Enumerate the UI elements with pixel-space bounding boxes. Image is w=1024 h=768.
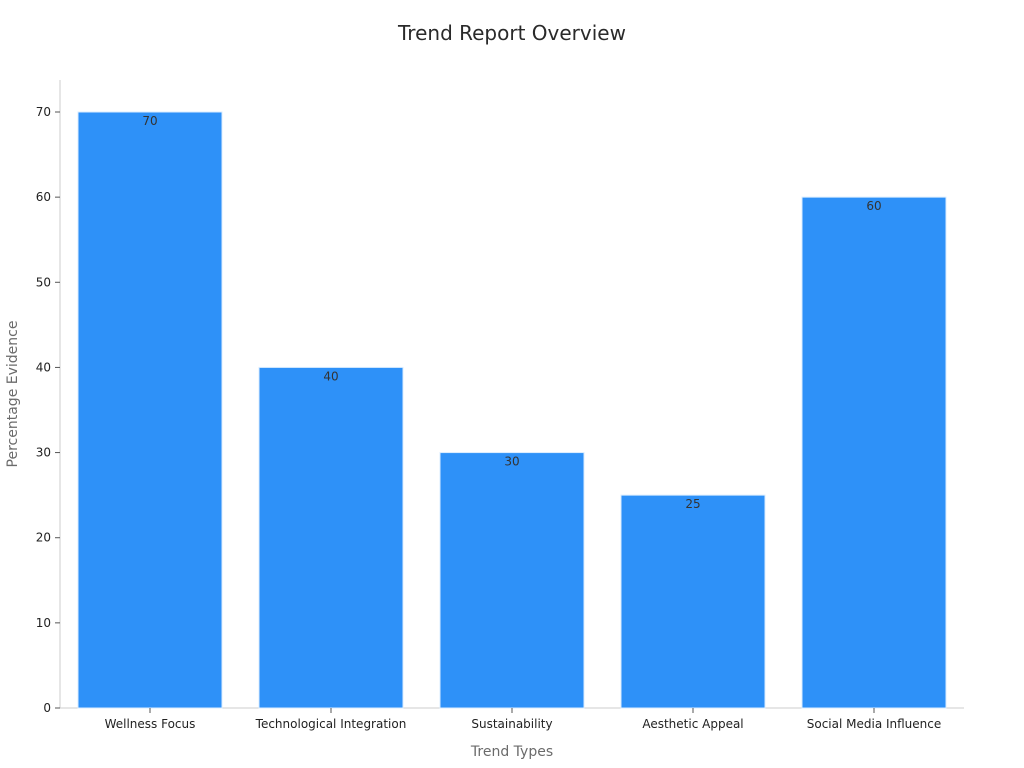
x-tick-label: Social Media Influence xyxy=(807,717,942,731)
y-tick-label: 30 xyxy=(36,446,51,460)
bar-value-label: 60 xyxy=(866,199,881,213)
bar xyxy=(439,452,585,709)
bar-value-label: 70 xyxy=(142,114,157,128)
x-tick-label: Technological Integration xyxy=(255,717,407,731)
x-ticks-group: Wellness Focus Technological Integration S… xyxy=(105,708,942,731)
bar xyxy=(620,494,766,709)
bar-value-label: 30 xyxy=(504,455,519,469)
chart-title: Trend Report Overview xyxy=(397,21,626,45)
bars-group: 70 40 30 25 60 xyxy=(77,111,947,709)
x-axis-label: Trend Types xyxy=(470,744,553,760)
x-tick-label: Sustainability xyxy=(471,717,552,731)
x-tick-label: Wellness Focus xyxy=(105,717,196,731)
y-ticks-group: 0 10 20 30 40 50 60 70 xyxy=(36,105,60,715)
y-tick-label: 20 xyxy=(36,531,51,545)
bar-value-label: 25 xyxy=(685,497,700,511)
bar xyxy=(77,111,223,709)
y-tick-label: 40 xyxy=(36,360,51,374)
y-tick-label: 60 xyxy=(36,190,51,204)
bar xyxy=(258,366,404,709)
y-tick-label: 50 xyxy=(36,275,51,289)
y-tick-label: 0 xyxy=(43,701,51,715)
y-tick-label: 70 xyxy=(36,105,51,119)
y-axis-label: Percentage Evidence xyxy=(5,321,21,468)
bar xyxy=(801,196,947,709)
x-tick-label: Aesthetic Appeal xyxy=(642,717,743,731)
y-tick-label: 10 xyxy=(36,616,51,630)
bar-value-label: 40 xyxy=(323,369,338,383)
